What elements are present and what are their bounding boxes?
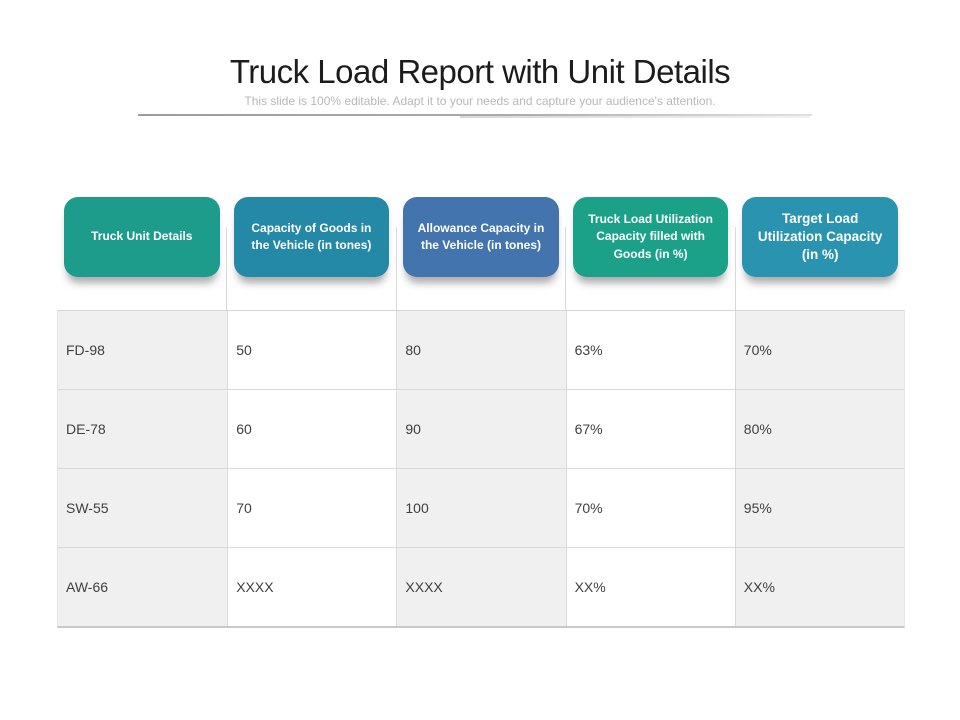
table-cell: XX%: [565, 548, 735, 626]
header-cell: Capacity of Goods in the Vehicle (in ton…: [226, 197, 397, 310]
column-header-pill: Truck Unit Details: [64, 197, 220, 277]
load-report-table: Truck Unit Details Capacity of Goods in t…: [57, 197, 905, 628]
table-row: AW-66 XXXX XXXX XX% XX%: [58, 547, 904, 626]
column-header-pill: Capacity of Goods in the Vehicle (in ton…: [233, 197, 390, 277]
table-cell: 80: [396, 311, 566, 389]
table-cell: 67%: [565, 390, 735, 468]
table-cell: 90: [396, 390, 566, 468]
column-header-pill: Allowance Capacity in the Vehicle (in to…: [403, 197, 559, 277]
column-header-label: Target Load Utilization Capacity (in %): [757, 210, 883, 263]
column-header-pill: Target Load Utilization Capacity (in %): [742, 197, 898, 277]
slide-subtitle: This slide is 100% editable. Adapt it to…: [244, 94, 716, 109]
column-header-label: Truck Load Utilization Capacity filled w…: [588, 211, 713, 261]
table-row: SW-55 70 100 70% 95%: [58, 468, 904, 547]
table-cell: 70%: [565, 469, 735, 547]
column-header-label: Capacity of Goods in the Vehicle (in ton…: [251, 220, 372, 252]
header-cell: Truck Load Utilization Capacity filled w…: [565, 197, 736, 310]
title-block: Truck Load Report with Unit Details This…: [0, 53, 960, 109]
table-header-row: Truck Unit Details Capacity of Goods in t…: [57, 197, 905, 310]
table-cell: SW-55: [58, 469, 228, 547]
table-body: FD-98 50 80 63% 70% DE-78 60 90 67% 80% SW-55 70 100…: [57, 310, 905, 628]
table-cell: FD-98: [58, 311, 228, 389]
column-header-pill: Truck Load Utilization Capacity filled w…: [572, 197, 729, 277]
table-row: FD-98 50 80 63% 70%: [58, 311, 904, 389]
column-header-label: Allowance Capacity in the Vehicle (in to…: [417, 220, 545, 252]
header-cell: Target Load Utilization Capacity (in %): [734, 197, 905, 310]
table-cell: DE-78: [58, 390, 228, 468]
table-cell: 50: [227, 311, 397, 389]
slide-title: Truck Load Report with Unit Details: [229, 53, 731, 90]
table-cell: 70: [227, 469, 397, 547]
table-cell: 60: [227, 390, 397, 468]
title-divider-shadow: [460, 116, 810, 118]
column-header-label: Truck Unit Details: [91, 229, 193, 244]
table-cell: 80%: [734, 390, 904, 468]
table-cell: AW-66: [58, 548, 228, 626]
header-cell: Allowance Capacity in the Vehicle (in to…: [395, 197, 566, 310]
table-cell: 63%: [565, 311, 735, 389]
title-divider: [138, 114, 812, 116]
table-cell: XXXX: [396, 548, 566, 626]
table-cell: 95%: [734, 469, 904, 547]
table-cell: 70%: [734, 311, 904, 389]
table-cell: 100: [396, 469, 566, 547]
table-cell: XXXX: [227, 548, 397, 626]
table-cell: XX%: [734, 548, 904, 626]
table-row: DE-78 60 90 67% 80%: [58, 389, 904, 468]
header-cell: Truck Unit Details: [57, 197, 227, 310]
